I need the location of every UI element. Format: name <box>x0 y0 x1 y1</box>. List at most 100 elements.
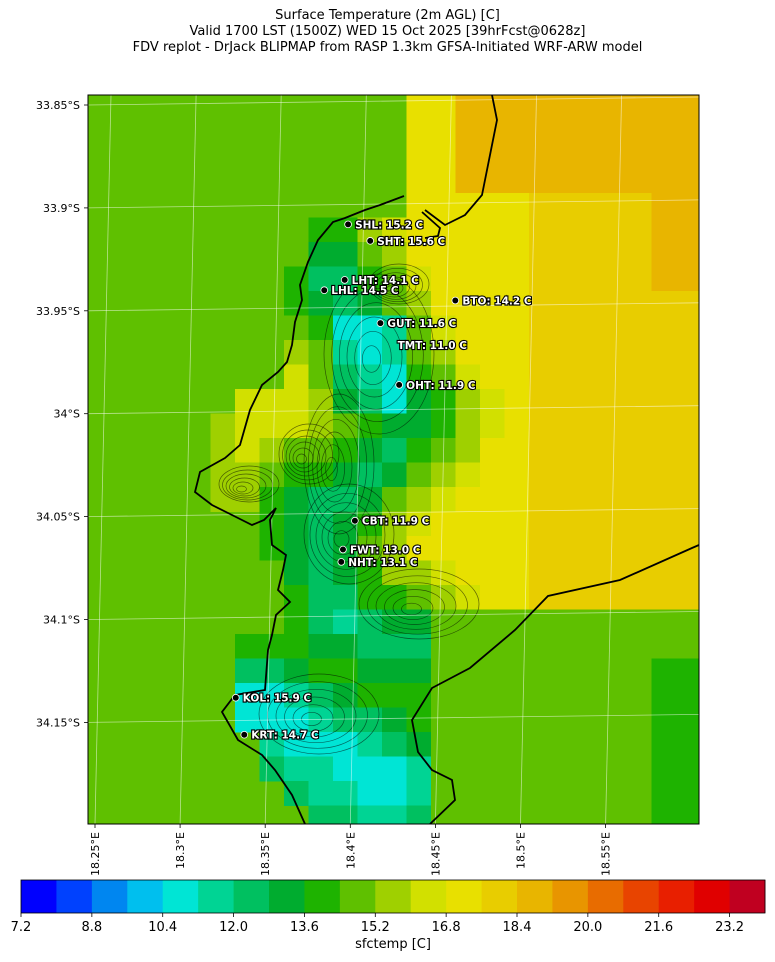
temperature-cell <box>382 707 407 733</box>
station-marker <box>240 730 249 739</box>
temperature-cell <box>627 413 652 439</box>
contour-line <box>292 447 314 469</box>
temperature-cell <box>578 340 603 365</box>
temperature-cell <box>627 95 652 120</box>
temperature-cell <box>578 119 603 145</box>
temperature-cell <box>431 634 456 659</box>
temperature-cell <box>578 756 603 782</box>
temperature-cell <box>455 144 481 169</box>
station-label: FWT: 13.0 C <box>350 545 421 557</box>
temperature-cell <box>553 634 579 659</box>
temperature-cell <box>602 732 628 757</box>
temperature-cell <box>676 462 699 488</box>
temperature-cell <box>651 364 677 390</box>
temperature-cell <box>455 487 481 512</box>
temperature-cell <box>553 756 579 782</box>
temperature-cell <box>406 168 432 194</box>
temperature-cell <box>357 242 383 267</box>
colorbar-swatch <box>233 880 270 913</box>
temperature-cell <box>308 732 334 757</box>
temperature-cell <box>553 389 579 414</box>
temperature-cell <box>627 364 652 390</box>
temperature-cell <box>504 291 530 316</box>
contour-line <box>327 520 359 556</box>
temperature-cell <box>455 95 481 120</box>
temperature-cell <box>553 487 579 512</box>
temperature-cell <box>431 658 456 684</box>
temperature-cell <box>504 781 530 806</box>
colorbar-swatch <box>658 880 695 913</box>
contour-line <box>382 280 404 296</box>
temperature-cell <box>382 560 407 586</box>
temperature-cell <box>235 438 260 463</box>
lon-tick-label: 18.25°E <box>89 832 102 876</box>
temperature-cell <box>480 658 505 684</box>
temperature-cell <box>651 242 677 267</box>
temperature-cell <box>382 683 407 708</box>
temperature-cell <box>602 95 628 120</box>
temperature-cell <box>676 119 699 145</box>
temperature-cell <box>676 413 699 439</box>
temperature-cell <box>431 95 456 120</box>
temperature-cell <box>357 340 383 365</box>
temperature-cell <box>651 756 677 782</box>
temperature-cell <box>480 315 505 341</box>
contour-line <box>379 276 410 298</box>
temperature-cell <box>651 462 677 488</box>
temperature-cell <box>553 560 579 586</box>
temperature-cell <box>553 585 579 610</box>
temperature-cell <box>578 193 603 218</box>
temperature-cell <box>602 119 628 145</box>
temperature-cell <box>480 438 505 463</box>
temperature-cell <box>676 634 699 659</box>
contour-line <box>278 423 340 485</box>
temperature-cell <box>382 609 407 635</box>
temperature-cell <box>602 242 628 267</box>
contour-line <box>368 263 430 305</box>
temperature-cell <box>676 438 699 463</box>
temperature-cell <box>333 242 358 267</box>
colorbar-tick-label: 18.4 <box>503 920 532 935</box>
temperature-cell <box>627 683 652 708</box>
temperature-cell <box>431 168 456 194</box>
temperature-cell <box>651 609 677 635</box>
temperature-cell <box>627 462 652 488</box>
temperature-cell <box>480 389 505 414</box>
temperature-cell <box>504 756 530 782</box>
temperature-cell <box>602 634 628 659</box>
station-marker <box>337 558 346 566</box>
temperature-cell <box>406 340 432 365</box>
temperature-cell <box>406 364 432 390</box>
temperature-cell <box>406 438 432 463</box>
temperature-cell <box>676 781 699 806</box>
temperature-cell <box>333 487 358 512</box>
temperature-cell <box>578 364 603 390</box>
temperature-cell <box>382 462 407 488</box>
temperature-cell <box>333 585 358 610</box>
temperature-cell <box>676 585 699 610</box>
temperature-cell <box>480 560 505 586</box>
temperature-cell <box>284 536 309 561</box>
temperature-cell <box>602 609 628 635</box>
temperature-cell <box>504 193 530 218</box>
lon-tick-label: 18.55°E <box>600 832 613 876</box>
temperature-cell <box>333 560 358 586</box>
temperature-cell <box>602 462 628 488</box>
temperature-cell <box>553 462 579 488</box>
temperature-cell <box>284 413 309 439</box>
temperature-cell <box>431 707 456 733</box>
temperature-cell <box>529 266 554 292</box>
figure-title: Surface Temperature (2m AGL) [C] Valid 1… <box>0 8 775 56</box>
temperature-cell <box>529 119 554 145</box>
temperature-cell <box>504 511 530 537</box>
parallel-line <box>88 199 699 209</box>
temperature-cell <box>333 781 358 806</box>
temperature-cell <box>504 266 530 292</box>
colorbar-swatch <box>623 880 660 913</box>
temperature-cell <box>602 193 628 218</box>
temperature-cell <box>529 413 554 439</box>
colorbar-swatch <box>729 880 766 913</box>
colorbar-swatch <box>21 880 57 913</box>
parallel-line <box>88 405 699 415</box>
colorbar-tick-label: 13.6 <box>290 920 319 935</box>
